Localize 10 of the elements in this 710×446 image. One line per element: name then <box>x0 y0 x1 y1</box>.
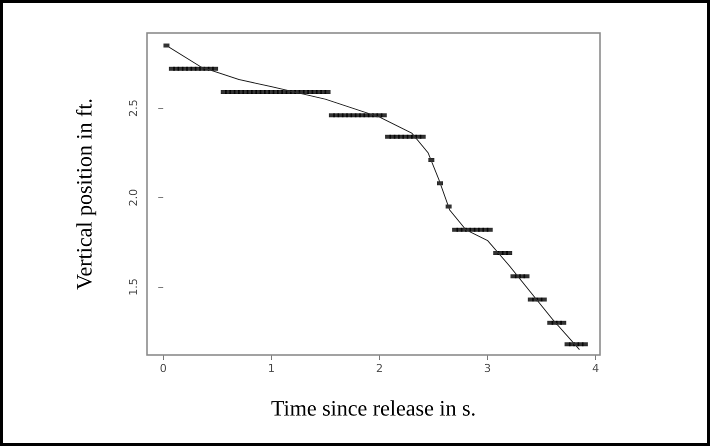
x-tick-label: 2 <box>376 362 383 375</box>
x-tick-label: 0 <box>160 362 167 375</box>
x-axis-title: Time since release in s. <box>270 396 476 420</box>
x-tick-label: 1 <box>268 362 275 375</box>
y-tick-label: 2.5 <box>127 99 140 117</box>
x-tick-label: 4 <box>592 362 600 375</box>
y-tick-label: 2.0 <box>127 188 140 206</box>
x-tick-label: 3 <box>484 362 492 375</box>
y-axis-title: Vertical position in ft. <box>72 98 96 290</box>
y-tick-label: 1.5 <box>127 278 140 296</box>
